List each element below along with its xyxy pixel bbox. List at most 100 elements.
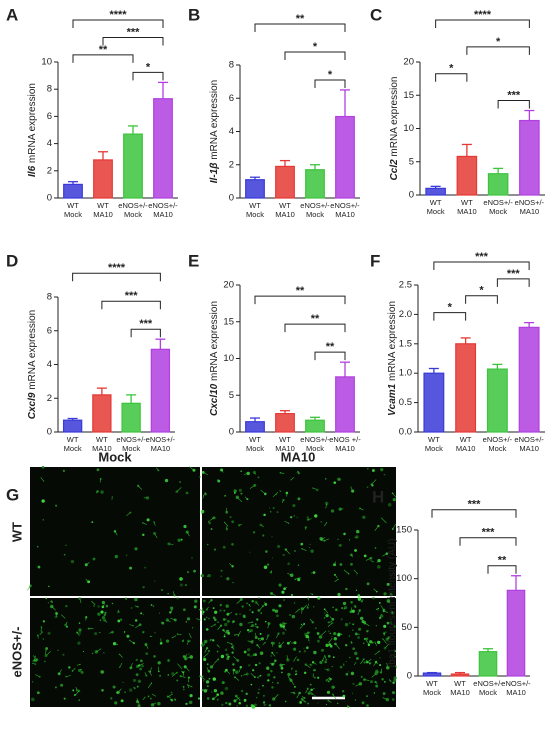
y-tick-label: 0 [409, 190, 414, 201]
speckle [128, 688, 133, 692]
process [305, 688, 309, 694]
speckle [384, 631, 387, 634]
speckle [350, 641, 353, 644]
speckle [100, 610, 104, 614]
process [375, 681, 378, 685]
process [271, 652, 276, 657]
process [343, 569, 349, 575]
column-label: Mock [98, 449, 132, 464]
speckle [383, 624, 387, 628]
speckle [328, 643, 332, 646]
process [203, 641, 206, 646]
y-axis-label-text: mRNA expression [209, 301, 220, 381]
speckle [390, 680, 392, 683]
speckle [267, 679, 270, 682]
process [376, 560, 380, 563]
process [308, 693, 314, 696]
speckle [315, 488, 319, 492]
speckle [313, 650, 317, 655]
speckle [232, 620, 235, 623]
speckle [266, 666, 270, 670]
x-tick-label: eNOS +/- [329, 435, 361, 444]
speckle [352, 647, 356, 651]
speckle [183, 524, 187, 529]
process [119, 654, 123, 658]
speckle [225, 604, 229, 608]
y-axis-label: Cxcl10 mRNA expression [209, 301, 220, 416]
speckle [366, 582, 370, 586]
speckle [105, 604, 109, 608]
process [170, 618, 176, 621]
speckle [240, 470, 242, 472]
speckle [232, 663, 235, 666]
speckle [111, 602, 114, 605]
speckle [268, 704, 272, 707]
process [152, 702, 157, 706]
process [206, 606, 209, 610]
speckle [208, 677, 211, 680]
speckle [193, 605, 197, 609]
speckle [324, 477, 327, 480]
x-tick-label: Mock [64, 210, 82, 219]
process [384, 643, 390, 649]
speckle [275, 493, 277, 496]
speckle [394, 655, 396, 658]
x-tick-label: WT [67, 201, 79, 210]
process [187, 571, 190, 574]
speckle [236, 705, 238, 707]
speckle [375, 625, 377, 627]
speckle [329, 677, 332, 681]
process [185, 653, 187, 659]
speckle [147, 647, 149, 649]
y-axis-label-gene: Il-1β [209, 160, 220, 183]
panel-letter: H [372, 487, 384, 506]
process [203, 472, 208, 476]
speckle [378, 602, 381, 604]
speckle [144, 566, 147, 569]
process [354, 662, 356, 666]
x-tick-label: WT [97, 201, 109, 210]
speckle [124, 691, 126, 693]
speckle [226, 612, 230, 616]
bar [506, 589, 526, 677]
speckle [353, 604, 357, 608]
speckle [337, 702, 339, 704]
speckle [259, 632, 262, 635]
speckle [269, 507, 271, 509]
speckle [296, 658, 300, 662]
process [382, 553, 387, 557]
process [232, 647, 235, 651]
y-axis-label-text: mRNA expression [389, 77, 400, 157]
speckle [142, 533, 145, 537]
speckle [219, 603, 223, 607]
process [91, 600, 95, 605]
speckle [36, 691, 40, 695]
process [380, 605, 385, 611]
process [119, 662, 123, 668]
x-tick-label: Mock [425, 444, 443, 453]
process [188, 632, 192, 638]
speckle [217, 621, 219, 623]
y-axis-label-text: mRNA expression [27, 83, 38, 163]
process [51, 601, 54, 604]
process [364, 679, 370, 681]
process [322, 655, 326, 661]
process [86, 561, 90, 565]
bar [478, 651, 498, 677]
speckle [292, 691, 296, 694]
process [383, 610, 389, 613]
speckle [327, 621, 330, 624]
significance-bracket [433, 261, 530, 270]
speckle [278, 583, 282, 587]
bar [62, 419, 83, 433]
y-tick-label: 2 [47, 165, 52, 176]
process [148, 671, 153, 676]
speckle [142, 585, 145, 589]
process [382, 697, 388, 700]
x-tick-label: WT [461, 198, 473, 207]
process [285, 549, 291, 555]
speckle [100, 490, 104, 494]
process [236, 599, 242, 604]
process [199, 609, 203, 612]
speckle [134, 597, 138, 602]
